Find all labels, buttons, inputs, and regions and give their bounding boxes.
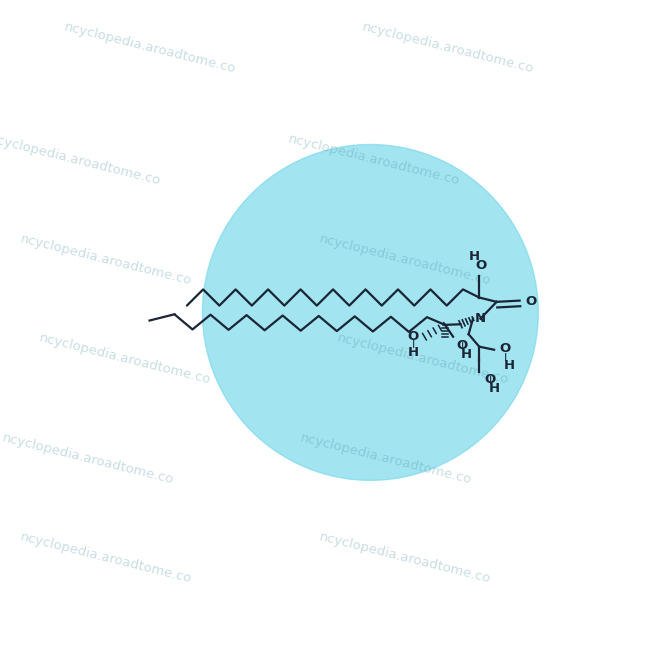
Text: I: I [489, 376, 492, 386]
Text: I: I [503, 353, 507, 363]
Text: ncyclopedia.aroadtome.co: ncyclopedia.aroadtome.co [62, 21, 237, 76]
Text: O: O [476, 259, 487, 272]
Text: H: H [489, 382, 500, 395]
Text: H: H [408, 346, 419, 360]
Text: ncyclopedia.aroadtome.co: ncyclopedia.aroadtome.co [0, 132, 162, 188]
Circle shape [202, 144, 538, 480]
Text: ncyclopedia.aroadtome.co: ncyclopedia.aroadtome.co [286, 132, 461, 188]
Text: ncyclopedia.aroadtome.co: ncyclopedia.aroadtome.co [336, 332, 511, 387]
Text: ncyclopedia.aroadtome.co: ncyclopedia.aroadtome.co [317, 531, 492, 586]
Text: I: I [412, 340, 415, 349]
Text: ncyclopedia.aroadtome.co: ncyclopedia.aroadtome.co [19, 232, 194, 288]
Text: ncyclopedia.aroadtome.co: ncyclopedia.aroadtome.co [361, 21, 536, 76]
Text: ncyclopedia.aroadtome.co: ncyclopedia.aroadtome.co [317, 232, 492, 288]
Text: O: O [526, 296, 537, 308]
Text: H: H [503, 360, 515, 372]
Text: O: O [484, 373, 495, 386]
Text: ncyclopedia.aroadtome.co: ncyclopedia.aroadtome.co [0, 431, 175, 487]
Text: N: N [475, 312, 486, 325]
Text: H: H [468, 250, 480, 263]
Text: ncyclopedia.aroadtome.co: ncyclopedia.aroadtome.co [19, 531, 194, 586]
Text: H: H [460, 347, 472, 361]
Text: ncyclopedia.aroadtome.co: ncyclopedia.aroadtome.co [299, 431, 473, 487]
Text: O: O [499, 342, 510, 355]
Text: I: I [460, 341, 464, 351]
Text: ncyclopedia.aroadtome.co: ncyclopedia.aroadtome.co [38, 332, 212, 387]
Text: O: O [456, 339, 468, 351]
Text: O: O [408, 330, 419, 343]
